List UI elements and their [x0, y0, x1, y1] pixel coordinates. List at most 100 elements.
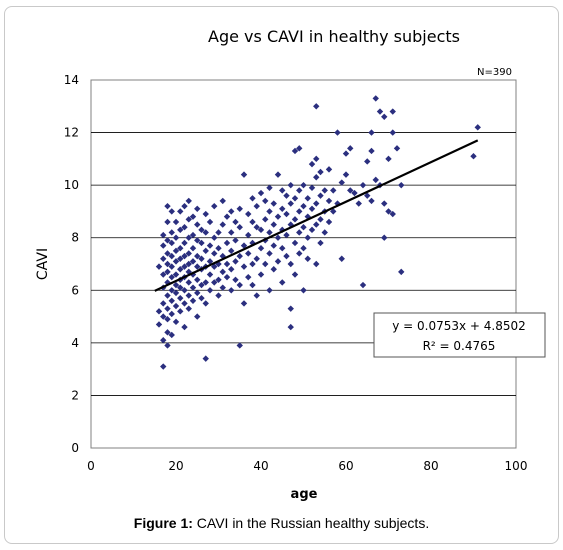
data-point — [194, 263, 201, 270]
data-point — [283, 210, 290, 218]
data-point — [181, 239, 188, 247]
data-point — [266, 287, 273, 294]
data-point — [164, 260, 171, 268]
x-axis-label: age — [291, 487, 318, 502]
data-point — [347, 187, 354, 194]
data-point — [355, 200, 362, 207]
data-point — [172, 318, 180, 326]
data-point — [194, 289, 201, 297]
data-point — [202, 229, 209, 236]
data-point — [215, 292, 222, 299]
data-point — [321, 187, 328, 194]
data-point — [300, 202, 307, 210]
data-point — [206, 258, 214, 265]
data-point — [172, 247, 180, 255]
data-point — [313, 221, 320, 228]
data-point — [228, 266, 235, 273]
data-point — [164, 237, 171, 244]
data-point — [279, 279, 286, 286]
data-point — [266, 229, 273, 236]
data-point — [185, 268, 192, 276]
data-point — [313, 260, 320, 268]
data-point — [219, 252, 226, 260]
data-point — [334, 129, 341, 136]
data-point — [206, 271, 214, 278]
data-point — [253, 202, 260, 210]
data-point — [398, 181, 405, 189]
x-tick-label: 0 — [87, 459, 95, 473]
data-point — [223, 260, 231, 268]
y-tick-label: 6 — [71, 283, 79, 297]
data-point — [372, 176, 379, 184]
data-point — [368, 129, 375, 136]
data-point — [185, 292, 192, 299]
data-point — [160, 255, 167, 262]
y-tick-label: 8 — [71, 231, 79, 245]
data-point — [228, 208, 235, 215]
data-point — [160, 313, 167, 320]
data-point — [364, 192, 371, 199]
data-point — [185, 279, 192, 286]
data-point — [262, 260, 269, 268]
figure-caption-label: Figure 1: — [133, 515, 193, 531]
data-point — [266, 250, 273, 257]
data-point — [291, 239, 299, 247]
data-point — [300, 181, 307, 189]
plot-area — [90, 79, 517, 449]
data-point — [330, 187, 337, 194]
data-point — [172, 234, 180, 241]
data-point — [325, 166, 333, 173]
data-point — [181, 202, 188, 210]
data-point — [185, 197, 192, 205]
data-point — [168, 287, 175, 294]
data-point — [185, 234, 192, 241]
data-point — [398, 268, 405, 276]
data-point — [296, 229, 303, 236]
data-point — [296, 208, 303, 215]
data-point — [283, 192, 290, 199]
data-point — [228, 229, 235, 236]
data-point — [296, 145, 303, 152]
data-point — [164, 202, 171, 210]
data-point — [198, 226, 205, 234]
data-point — [245, 210, 252, 218]
data-point — [168, 239, 175, 247]
data-point — [279, 187, 286, 194]
data-point — [253, 224, 260, 231]
data-point — [240, 242, 248, 249]
trendline — [154, 139, 479, 292]
data-point — [308, 226, 316, 234]
data-point — [338, 255, 345, 262]
data-point — [245, 250, 252, 257]
data-point — [206, 287, 214, 294]
data-point — [287, 181, 294, 189]
data-point — [198, 255, 205, 262]
data-point — [287, 323, 294, 331]
data-point — [270, 266, 277, 273]
data-point — [308, 160, 316, 168]
x-tick-label: 40 — [253, 459, 268, 473]
data-point — [232, 218, 239, 226]
data-point — [172, 289, 180, 297]
data-point — [160, 337, 167, 344]
data-point — [274, 258, 282, 265]
data-point — [342, 171, 350, 178]
data-point — [300, 224, 307, 231]
data-point — [232, 258, 239, 265]
data-point — [389, 129, 396, 136]
data-point — [223, 213, 231, 220]
data-point — [313, 155, 320, 163]
data-point — [202, 210, 209, 218]
data-point — [189, 213, 197, 220]
data-point — [194, 205, 201, 212]
data-point — [240, 171, 248, 178]
data-point — [160, 242, 167, 249]
data-point — [185, 250, 192, 257]
data-point — [300, 245, 307, 252]
data-point — [321, 229, 328, 236]
data-point — [211, 202, 218, 210]
data-point — [330, 208, 337, 215]
data-point — [474, 124, 481, 131]
data-point — [211, 279, 218, 286]
